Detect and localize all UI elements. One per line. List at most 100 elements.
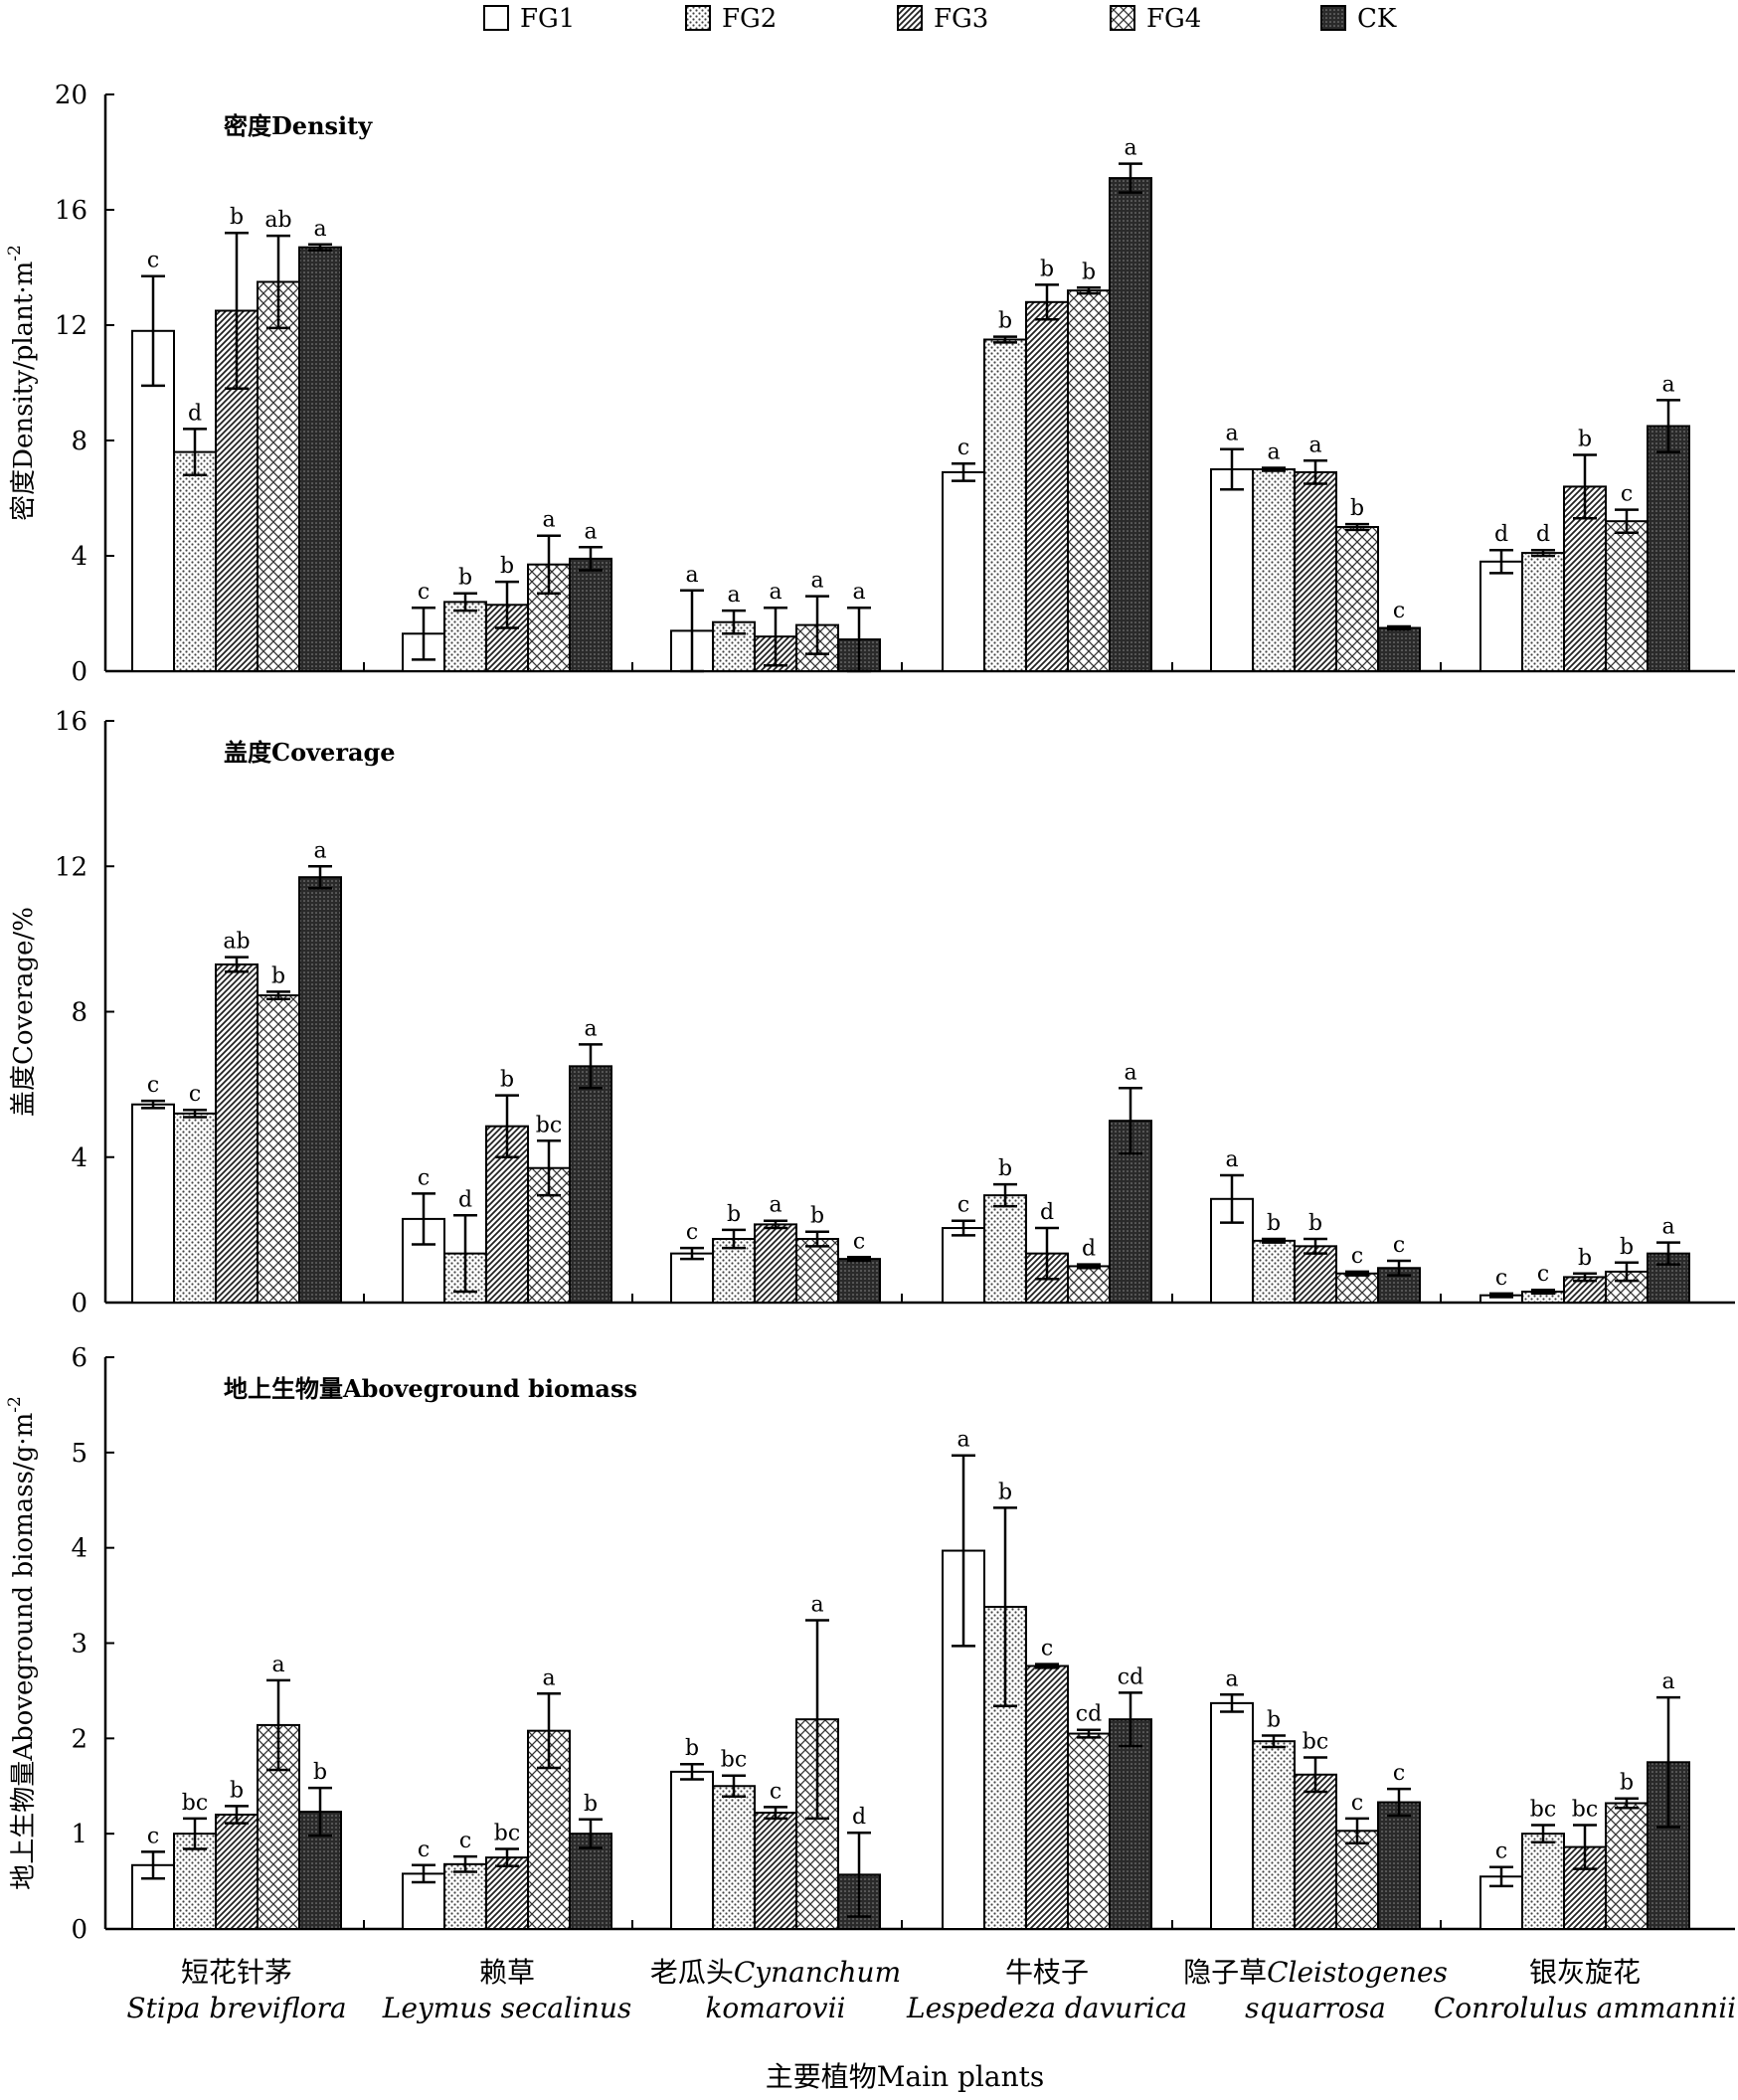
bar-fg3 — [754, 1812, 797, 1931]
error-bar — [225, 1805, 249, 1825]
category-name-zh: 银灰旋花 — [1529, 1956, 1641, 1989]
bar-fg3 — [485, 1856, 529, 1930]
error-bar — [1035, 1662, 1059, 1669]
significance-letter: d — [458, 1187, 472, 1212]
category-name-zh: 短花针茅 — [181, 1956, 292, 1989]
bar-ck — [1377, 1801, 1421, 1930]
error-bar — [1531, 548, 1555, 558]
error-bar — [1077, 1263, 1101, 1270]
significance-letter: b — [685, 1736, 699, 1761]
significance-letter: bc — [1530, 1798, 1556, 1823]
significance-letter: a — [313, 217, 326, 242]
bar-ck — [837, 1258, 881, 1304]
significance-letter: d — [852, 1805, 866, 1830]
error-bar — [183, 428, 207, 477]
error-bar — [1615, 508, 1639, 535]
significance-letter: a — [769, 1193, 782, 1218]
significance-letter: a — [584, 1016, 597, 1041]
error-bar — [1304, 1756, 1327, 1794]
error-bar — [1077, 286, 1101, 295]
significance-letter: a — [542, 508, 555, 533]
y-tick-label: 1 — [71, 1820, 87, 1849]
error-bar — [764, 1806, 787, 1821]
significance-letter: a — [685, 563, 698, 588]
error-bar — [764, 606, 787, 667]
significance-letter: ab — [264, 208, 291, 233]
significance-letter: b — [1620, 1235, 1634, 1260]
significance-letter: b — [1040, 257, 1054, 281]
bar-fg2 — [712, 1785, 756, 1930]
error-bar — [1573, 1272, 1597, 1283]
significance-letter: a — [852, 580, 865, 605]
significance-letter: c — [1495, 1839, 1507, 1864]
bar-fg4 — [1335, 526, 1379, 672]
legend-label-fg2: FG2 — [722, 4, 777, 34]
significance-letter: c — [1495, 1266, 1507, 1291]
significance-letter: c — [770, 1779, 782, 1804]
significance-letter: d — [1040, 1200, 1054, 1225]
significance-letter: b — [998, 1480, 1012, 1504]
legend-swatch-fg2 — [685, 5, 711, 31]
error-bar — [453, 1214, 477, 1294]
significance-letter: a — [1308, 433, 1321, 457]
bar-ck — [298, 246, 342, 672]
bar-fg3 — [1294, 470, 1337, 672]
error-bar — [993, 1182, 1017, 1208]
category-label-6: 银灰旋花 — [1529, 1956, 1641, 1989]
error-bar — [1387, 624, 1411, 631]
significance-letter: b — [1350, 496, 1364, 521]
error-bar — [1304, 1237, 1327, 1255]
error-bar — [1119, 1087, 1142, 1155]
error-bar — [1489, 548, 1513, 575]
error-bar — [1220, 1693, 1244, 1713]
significance-letter: b — [727, 1202, 741, 1227]
y-tick-label: 20 — [55, 81, 87, 110]
bar-fg4 — [1605, 520, 1649, 673]
significance-letter: c — [189, 1082, 201, 1107]
bar-fg2 — [173, 1112, 217, 1304]
y-axis-label-text: 密度Density/plant·m — [9, 262, 39, 521]
significance-letter: a — [271, 1653, 284, 1677]
panel-title: 密度Density — [224, 111, 373, 140]
significance-letter: c — [1537, 1262, 1549, 1287]
bar-fg2 — [173, 450, 217, 672]
error-bar — [495, 1094, 519, 1158]
error-bar — [680, 589, 704, 673]
error-bar — [1262, 1237, 1286, 1244]
bar-fg2 — [1252, 468, 1296, 672]
significance-letter: c — [147, 1824, 159, 1848]
category-label-1: 短花针茅 — [181, 1956, 292, 1989]
bar-ck — [1109, 1718, 1152, 1930]
significance-letter: a — [1225, 422, 1238, 446]
error-bar — [1489, 1865, 1513, 1888]
significance-letter: a — [542, 1665, 555, 1690]
category-name-sci: Leymus secalinus — [382, 1992, 632, 2024]
panel-title: 地上生物量Aboveground biomass — [224, 1374, 637, 1403]
bar-ck — [569, 557, 612, 673]
bar-fg4 — [795, 1238, 839, 1304]
significance-letter: b — [584, 1792, 598, 1817]
significance-letter: b — [458, 566, 472, 591]
y-tick-label: 5 — [71, 1439, 87, 1469]
bar-fg1 — [942, 1227, 985, 1304]
category-name-sci: Stipa breviflora — [126, 1992, 346, 2024]
error-bar — [1573, 1824, 1597, 1870]
error-bar — [225, 956, 249, 973]
error-bar — [537, 1139, 561, 1197]
significance-letter: d — [1536, 522, 1550, 547]
significance-letter: c — [1393, 1761, 1405, 1786]
legend-swatch-fg3 — [897, 5, 923, 31]
significance-letter: bc — [536, 1113, 562, 1138]
significance-letter: a — [1124, 136, 1136, 161]
error-bar — [1656, 399, 1680, 453]
error-bar — [579, 1818, 603, 1849]
error-bar — [1656, 1241, 1680, 1266]
bar-fg3 — [215, 962, 259, 1304]
error-bar — [579, 546, 603, 572]
significance-letter: a — [810, 569, 823, 594]
bar-fg2 — [1252, 1740, 1296, 1931]
error-bar — [805, 1619, 829, 1821]
